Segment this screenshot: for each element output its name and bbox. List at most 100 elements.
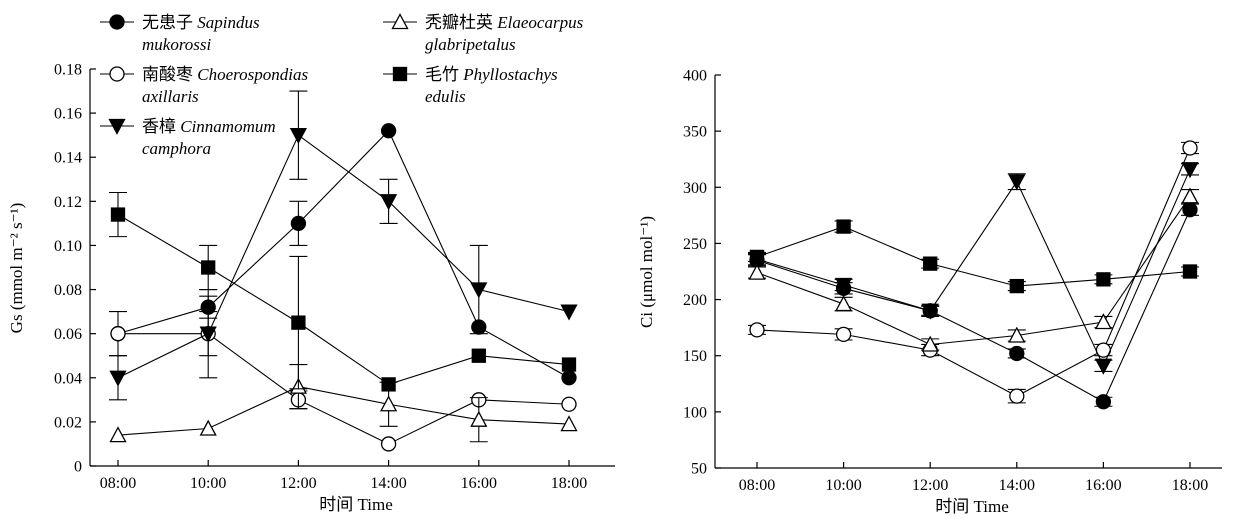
data-point-sapindus xyxy=(1182,202,1198,218)
y-tick-label: 0.08 xyxy=(54,282,82,299)
y-tick-label: 50 xyxy=(691,461,707,478)
legend-marker xyxy=(108,118,126,135)
legend-marker xyxy=(392,66,408,82)
y-tick-label: 0.16 xyxy=(54,106,82,123)
series-line-choerospondias xyxy=(756,147,1191,397)
data-point-elaeocarpus xyxy=(1094,313,1112,330)
y-tick-label: 0.06 xyxy=(54,326,82,343)
y-tick-label: 300 xyxy=(683,180,707,197)
data-point-elaeocarpus xyxy=(380,395,398,412)
series-line-cinnamomum xyxy=(117,134,570,379)
data-point-sapindus xyxy=(1009,345,1025,362)
legend-name-cn: 无患子 xyxy=(142,13,193,32)
y-tick-label: 400 xyxy=(683,68,707,85)
series-sapindus xyxy=(748,202,1199,410)
series-line-phyllostachys xyxy=(756,225,1191,287)
legend-label: 无患子 Sapindus xyxy=(142,13,260,32)
series-line-sapindus xyxy=(756,209,1191,403)
data-point-choerospondias xyxy=(110,326,126,342)
data-point-elaeocarpus xyxy=(560,415,578,432)
legend-item-cinnamomum: 香樟 Cinnamomum camphora xyxy=(100,117,276,158)
x-tick-label: 12:00 xyxy=(912,477,948,494)
legend-marker xyxy=(109,66,125,82)
data-point-sapindus xyxy=(290,215,307,232)
legend-item-sapindus: 无患子 Sapindus mukorossi xyxy=(100,13,260,54)
series-line-elaeocarpus xyxy=(117,386,570,436)
legend-label: 南酸枣 Choerospondias xyxy=(142,65,308,84)
data-point-elaeocarpus xyxy=(470,410,488,427)
data-point-sapindus xyxy=(1095,394,1112,410)
data-point-choerospondias xyxy=(835,326,852,343)
data-point-choerospondias xyxy=(380,436,397,452)
x-axis-title: 时间 Time xyxy=(319,495,393,514)
legend-name-latin: Choerospondias xyxy=(197,65,308,84)
series-phyllostachys xyxy=(109,191,577,392)
legend-label: 香樟 Cinnamomum xyxy=(142,117,276,136)
x-tick-label: 08:00 xyxy=(100,475,136,492)
data-point-cinnamomum xyxy=(289,128,307,145)
data-point-choerospondias xyxy=(1009,388,1025,404)
data-point-phyllostachys xyxy=(923,256,938,271)
legend-name-cn: 秃瓣杜英 xyxy=(425,13,493,32)
x-tick-label: 18:00 xyxy=(1172,477,1208,494)
y-tick-label: 0.12 xyxy=(54,194,82,211)
legend-name-cn: 毛竹 xyxy=(425,65,459,84)
legend-name-latin: Sapindus xyxy=(197,13,260,32)
x-tick-label: 14:00 xyxy=(370,475,406,492)
x-tick-label: 08:00 xyxy=(739,477,775,494)
data-point-elaeocarpus xyxy=(835,295,853,312)
x-axis-title: 时间 Time xyxy=(935,497,1009,516)
data-point-cinnamomum xyxy=(835,277,853,294)
x-tick-label: 10:00 xyxy=(825,477,861,494)
data-point-elaeocarpus xyxy=(1008,326,1026,343)
chart-panel-right: 50 100 150 200 250 300 350 400 08:00 10:00 12:00 14… xyxy=(637,68,1222,516)
legend-label-line2: camphora xyxy=(142,139,211,158)
legend-item-elaeocarpus: 秃瓣杜英 Elaeocarpus glabripetalus xyxy=(383,13,584,54)
series-choerospondias xyxy=(109,289,577,452)
y-tick-label: 200 xyxy=(683,292,707,309)
legend-label-line2: mukorossi xyxy=(142,35,212,54)
y-tick-label: 350 xyxy=(683,124,707,141)
data-point-phyllostachys xyxy=(291,315,306,330)
x-tick-label: 10:00 xyxy=(190,475,226,492)
y-tick-label: 150 xyxy=(683,348,707,365)
data-point-cinnamomum xyxy=(1008,174,1026,191)
legend-name-latin: Elaeocarpus xyxy=(496,13,583,32)
legend-marker xyxy=(109,14,125,30)
x-tick-label: 16:00 xyxy=(1085,477,1121,494)
data-point-phyllostachys xyxy=(561,357,577,372)
chart-panel-left: 0 0.02 0.04 0.06 0.08 0.10 0.12 0.14 0.16 0.18 08:… xyxy=(7,62,615,514)
legend-item-phyllostachys: 毛竹 Phyllostachys edulis xyxy=(383,65,558,106)
data-point-elaeocarpus xyxy=(748,263,766,280)
data-point-choerospondias xyxy=(1182,140,1198,156)
data-point-cinnamomum xyxy=(921,303,939,320)
data-point-phyllostachys xyxy=(110,207,126,222)
legend-label-line2: glabripetalus xyxy=(425,35,516,54)
y-tick-label: 250 xyxy=(683,236,707,253)
series-cinnamomum xyxy=(748,162,1199,375)
x-tick-label: 14:00 xyxy=(999,477,1035,494)
y-tick-label: 0.10 xyxy=(54,238,82,255)
data-point-phyllostachys xyxy=(471,348,486,363)
series-choerospondias xyxy=(748,140,1199,404)
data-point-elaeocarpus xyxy=(199,419,217,436)
series-elaeocarpus xyxy=(748,187,1199,352)
data-point-sapindus xyxy=(380,123,397,139)
series-cinnamomum xyxy=(109,90,578,401)
legend-name-cn: 香樟 xyxy=(142,117,176,136)
data-point-cinnamomum xyxy=(199,326,217,343)
legend-marker xyxy=(391,13,409,30)
y-tick-label: 0.18 xyxy=(54,62,82,79)
data-point-cinnamomum xyxy=(1181,162,1199,179)
data-point-elaeocarpus xyxy=(1181,187,1199,204)
data-point-phyllostachys xyxy=(1182,264,1198,279)
data-point-elaeocarpus xyxy=(109,426,127,443)
x-tick-label: 16:00 xyxy=(461,475,497,492)
data-point-choerospondias xyxy=(749,322,765,338)
data-point-phyllostachys xyxy=(1009,278,1024,294)
series-line-phyllostachys xyxy=(117,214,570,385)
y-tick-label: 0.14 xyxy=(54,150,82,167)
data-point-elaeocarpus xyxy=(921,335,939,352)
series-line-choerospondias xyxy=(118,333,570,445)
data-point-cinnamomum xyxy=(1094,358,1112,375)
